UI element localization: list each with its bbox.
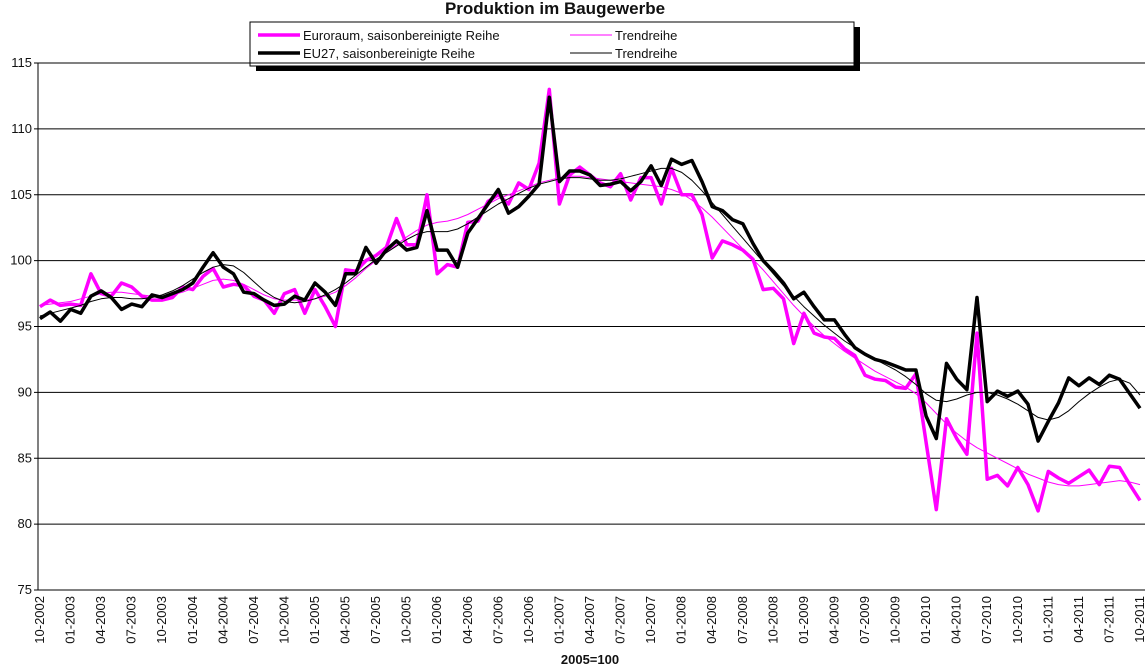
x-tick-label: 07-2005 xyxy=(368,596,383,644)
x-tick-label: 10-2002 xyxy=(32,596,47,644)
x-tick-label: 01-2009 xyxy=(796,596,811,644)
legend-box xyxy=(249,21,855,67)
x-tick-label: 10-2005 xyxy=(399,596,414,644)
y-tick-label: 85 xyxy=(18,450,32,465)
y-tick-label: 95 xyxy=(18,319,32,334)
x-tick-label: 04-2007 xyxy=(582,596,597,644)
x-tick-label: 04-2010 xyxy=(949,596,964,644)
x-tick-label: 04-2008 xyxy=(704,596,719,644)
x-tick-label: 01-2003 xyxy=(63,596,78,644)
x-tick-label: 07-2004 xyxy=(246,596,261,644)
x-axis-label: 2005=100 xyxy=(561,652,619,667)
x-tick-label: 01-2005 xyxy=(307,596,322,644)
y-tick-label: 110 xyxy=(11,121,32,136)
y-tick-label: 75 xyxy=(18,582,32,597)
chart-title: Produktion im Baugewerbe xyxy=(445,0,665,18)
x-tick-label: 01-2007 xyxy=(551,596,566,644)
x-tick-label: 04-2005 xyxy=(338,596,353,644)
y-tick-label: 105 xyxy=(10,187,32,202)
x-tick-label: 10-2004 xyxy=(276,596,291,644)
y-tick-label: 80 xyxy=(18,516,32,531)
series-line xyxy=(39,175,1141,487)
legend-label: Trendreihe xyxy=(615,46,677,61)
x-tick-label: 07-2007 xyxy=(613,596,628,644)
x-tick-label: 10-2009 xyxy=(888,596,903,644)
x-tick-label: 01-2010 xyxy=(918,596,933,644)
x-tick-label: 04-2006 xyxy=(460,596,475,644)
legend-label: Euroraum, saisonbereinigte Reihe xyxy=(303,28,500,43)
x-tick-label: 07-2008 xyxy=(735,596,750,644)
x-tick-label: 10-2007 xyxy=(643,596,658,644)
y-tick-label: 90 xyxy=(18,384,32,399)
x-tick-label: 07-2003 xyxy=(124,596,139,644)
legend-label: EU27, saisonbereinigte Reihe xyxy=(303,46,475,61)
x-tick-label: 01-2006 xyxy=(429,596,444,644)
x-tick-label: 07-2011 xyxy=(1101,596,1116,643)
x-tick-label: 10-2003 xyxy=(154,596,169,644)
series-line xyxy=(39,167,1141,421)
x-tick-label: 10-2010 xyxy=(1010,596,1025,644)
series-line xyxy=(39,95,1142,443)
y-tick-label: 100 xyxy=(10,253,32,268)
y-tick-label: 115 xyxy=(11,55,32,70)
x-tick-label: 01-2011 xyxy=(1040,596,1055,643)
x-tick-label: 04-2004 xyxy=(215,596,230,644)
x-tick-label: 04-2011 xyxy=(1071,596,1086,643)
x-tick-label: 07-2009 xyxy=(857,596,872,644)
legend-label: Trendreihe xyxy=(615,28,677,43)
x-tick-label: 10-2011 xyxy=(1132,596,1147,643)
x-tick-label: 01-2008 xyxy=(674,596,689,644)
x-tick-label: 01-2004 xyxy=(185,596,200,644)
x-tick-label: 07-2006 xyxy=(490,596,505,644)
x-tick-label: 10-2006 xyxy=(521,596,536,644)
x-tick-label: 04-2009 xyxy=(826,596,841,644)
x-tick-label: 07-2010 xyxy=(979,596,994,644)
x-tick-label: 10-2008 xyxy=(765,596,780,644)
x-tick-label: 04-2003 xyxy=(93,596,108,644)
